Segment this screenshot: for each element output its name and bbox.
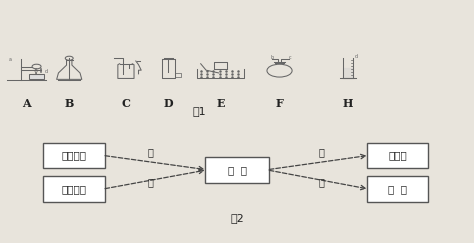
Text: B: B bbox=[64, 98, 74, 109]
Text: d: d bbox=[45, 69, 48, 74]
Text: 甲: 甲 bbox=[147, 148, 153, 157]
Text: c: c bbox=[289, 55, 291, 60]
Text: 图1: 图1 bbox=[192, 106, 206, 116]
FancyBboxPatch shape bbox=[367, 176, 428, 202]
FancyBboxPatch shape bbox=[29, 74, 44, 79]
FancyBboxPatch shape bbox=[43, 143, 105, 168]
Text: 图2: 图2 bbox=[230, 213, 244, 223]
Text: 乙: 乙 bbox=[147, 177, 153, 187]
Text: d: d bbox=[355, 54, 357, 59]
Text: D: D bbox=[164, 98, 173, 109]
Text: 氧  气: 氧 气 bbox=[228, 165, 246, 175]
Text: 高锰酸钾: 高锰酸钾 bbox=[62, 184, 86, 194]
FancyBboxPatch shape bbox=[367, 143, 428, 168]
Text: 丁: 丁 bbox=[318, 177, 324, 187]
Text: 丙: 丙 bbox=[318, 148, 324, 157]
FancyBboxPatch shape bbox=[205, 157, 269, 182]
Text: a: a bbox=[9, 57, 12, 62]
Text: 空  气: 空 气 bbox=[388, 184, 407, 194]
FancyBboxPatch shape bbox=[43, 176, 105, 202]
Text: b: b bbox=[271, 55, 273, 60]
Text: 过氧化氢: 过氧化氢 bbox=[62, 150, 86, 160]
Text: C: C bbox=[121, 98, 130, 109]
Text: F: F bbox=[275, 98, 283, 109]
Text: H: H bbox=[343, 98, 353, 109]
Text: 氯酸钾: 氯酸钾 bbox=[388, 150, 407, 160]
Text: A: A bbox=[22, 98, 31, 109]
Text: E: E bbox=[216, 98, 225, 109]
